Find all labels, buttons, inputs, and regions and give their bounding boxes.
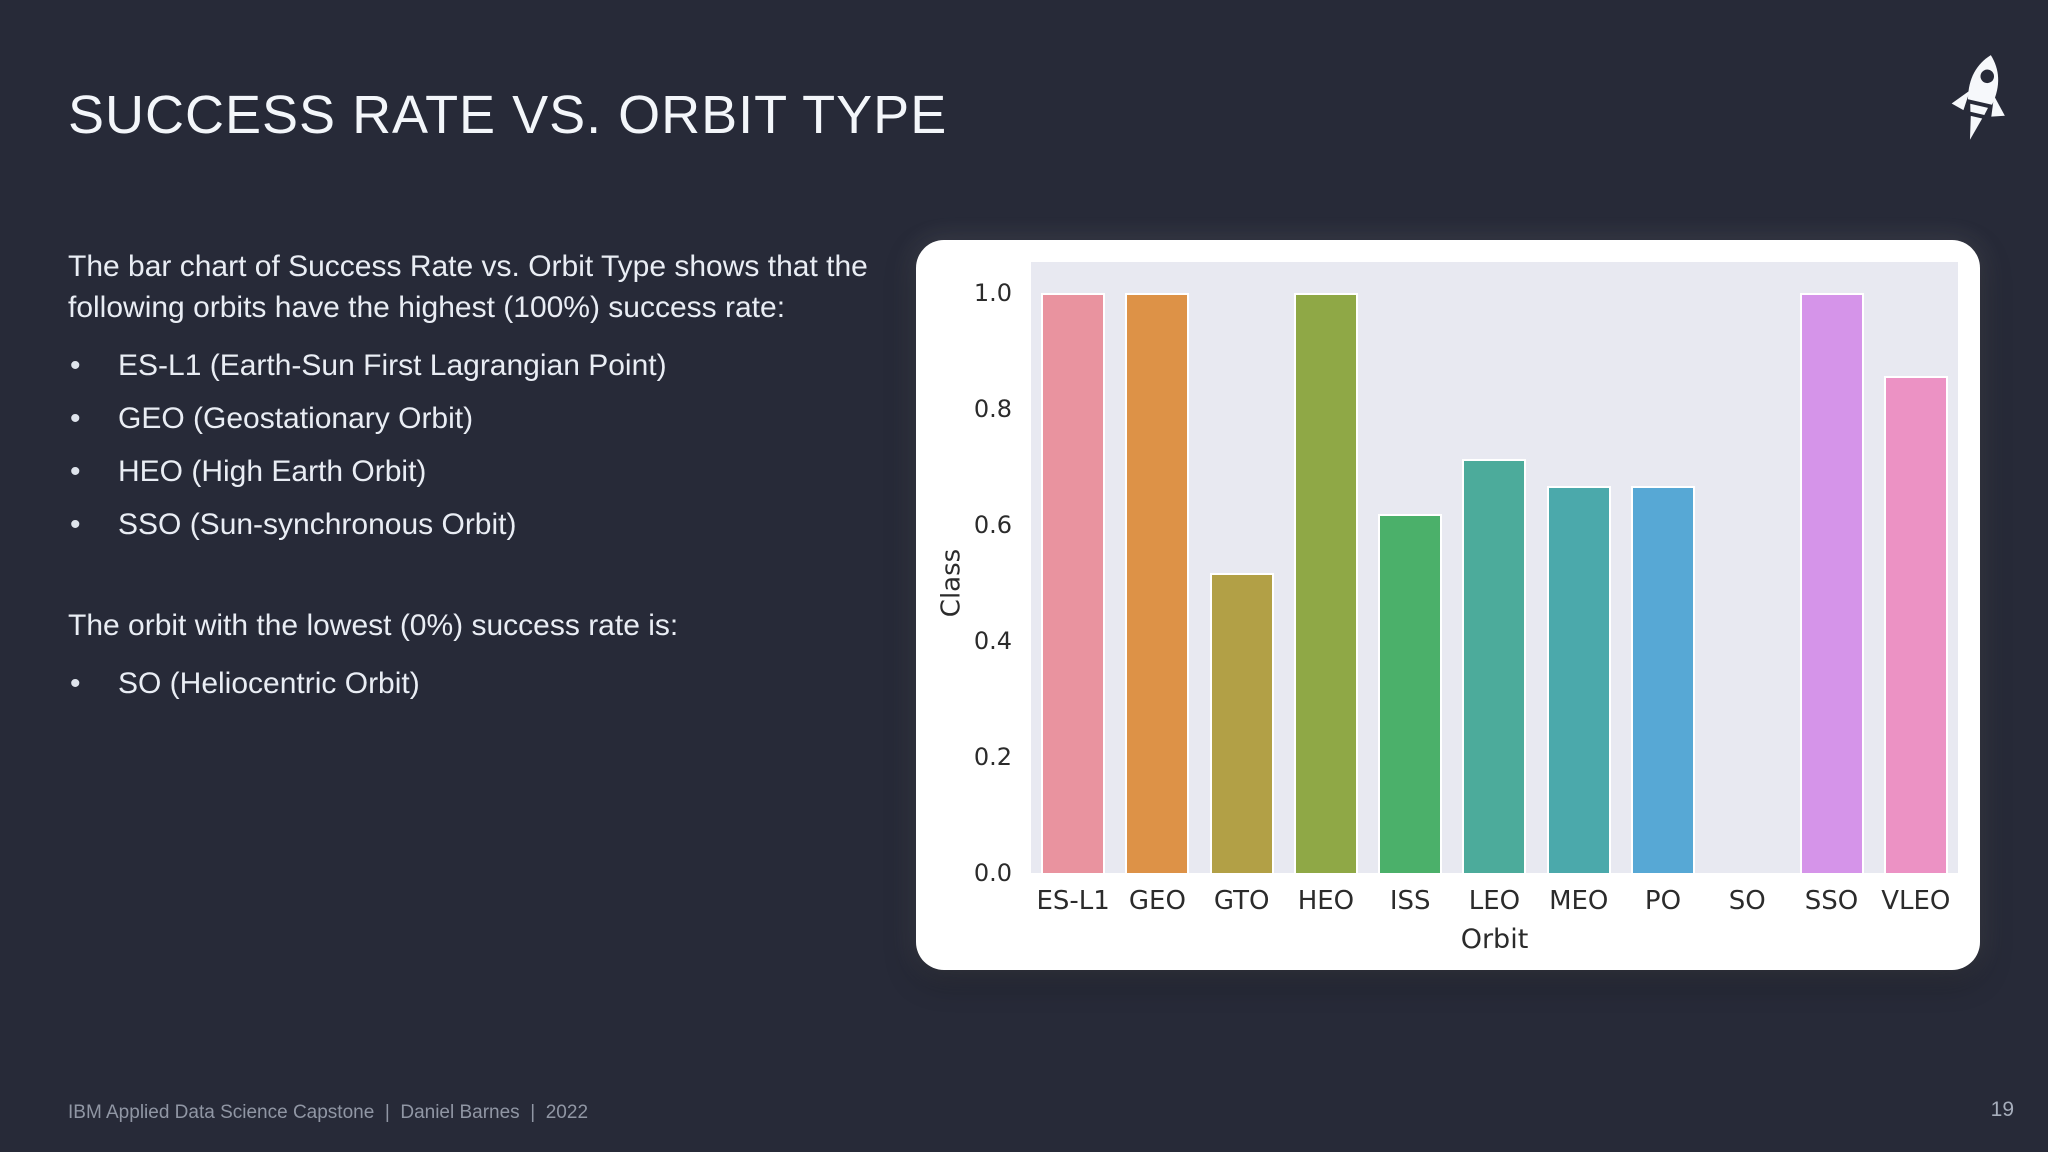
lowest-paragraph: The orbit with the lowest (0%) success r… [68, 609, 679, 642]
x-tick-label-ISS: ISS [1389, 886, 1431, 916]
bar-slot-MEO [1537, 262, 1621, 873]
y-axis: 0.0 0.2 0.4 0.6 0.8 1.0 [916, 262, 1012, 887]
x-tick-label-LEO: LEO [1468, 886, 1521, 916]
bar-slot-VLEO [1874, 262, 1958, 873]
bar-PO [1630, 486, 1695, 873]
bar-slot-ISS [1368, 262, 1452, 873]
page-title: SUCCESS RATE VS. ORBIT TYPE [68, 85, 948, 145]
bar-HEO [1293, 293, 1358, 873]
bar-LEO [1462, 459, 1527, 873]
x-tick-label-HEO: HEO [1297, 886, 1355, 916]
x-tick-label-MEO: MEO [1549, 886, 1609, 916]
bar-GTO [1209, 573, 1274, 873]
bar-SSO [1799, 293, 1864, 873]
bar-slot-SO [1705, 262, 1789, 873]
plot-area [1031, 262, 1958, 873]
x-tick-label-SSO: SSO [1804, 886, 1859, 916]
rocket-icon [1925, 41, 2034, 162]
bar-ES-L1 [1041, 293, 1106, 873]
chart-card: 0.0 0.2 0.4 0.6 0.8 1.0 Class ES-L1 GEO GTO HEO I… [916, 240, 1980, 970]
list-item: GEO (Geostationary Orbit) [68, 398, 868, 439]
y-tick-label-0.0: 0.0 [973, 859, 1012, 887]
intro-paragraph: The bar chart of Success Rate vs. Orbit … [68, 250, 868, 324]
page-number: 19 [1990, 1098, 2014, 1121]
bar-slot-HEO [1284, 262, 1368, 873]
list-item: SSO (Sun-synchronous Orbit) [68, 504, 868, 545]
bar-ISS [1378, 514, 1443, 873]
footer-text: IBM Applied Data Science Capstone | Dani… [68, 1102, 589, 1123]
bar-slot-ES-L1 [1031, 262, 1115, 873]
bar-MEO [1546, 486, 1611, 873]
highest-orbits-list: ES-L1 (Earth-Sun First Lagrangian Point)… [68, 345, 868, 545]
y-tick-label-0.4: 0.4 [973, 627, 1012, 655]
y-axis-label: Class [936, 548, 967, 618]
bar-GEO [1125, 293, 1190, 873]
y-tick-label-0.6: 0.6 [973, 511, 1012, 539]
x-tick-label-VLEO: VLEO [1881, 886, 1951, 916]
x-tick-label-ES-L1: ES-L1 [1036, 886, 1110, 916]
list-item: HEO (High Earth Orbit) [68, 451, 868, 492]
x-axis-label: Orbit [1460, 924, 1529, 955]
x-tick-label-GEO: GEO [1128, 886, 1186, 916]
x-tick-label-PO: PO [1644, 886, 1682, 916]
list-item: ES-L1 (Earth-Sun First Lagrangian Point) [68, 345, 868, 386]
y-tick-label-1.0: 1.0 [973, 279, 1012, 307]
lowest-orbit-list: SO (Heliocentric Orbit) [68, 663, 868, 704]
x-tick-label-GTO: GTO [1213, 886, 1270, 916]
list-item: SO (Heliocentric Orbit) [68, 663, 868, 704]
x-axis: ES-L1 GEO GTO HEO ISS LEO MEO PO SO SSO VLEO [1031, 886, 1958, 916]
body-text: The bar chart of Success Rate vs. Orbit … [68, 246, 868, 716]
y-tick-label-0.2: 0.2 [973, 743, 1012, 771]
bar-slot-GEO [1115, 262, 1199, 873]
y-tick-label-0.8: 0.8 [973, 395, 1012, 423]
bar-slot-LEO [1452, 262, 1536, 873]
bar-slot-SSO [1789, 262, 1873, 873]
x-tick-label-SO: SO [1728, 886, 1766, 916]
bar-slot-GTO [1200, 262, 1284, 873]
bar-VLEO [1883, 376, 1948, 873]
bar-slot-PO [1621, 262, 1705, 873]
